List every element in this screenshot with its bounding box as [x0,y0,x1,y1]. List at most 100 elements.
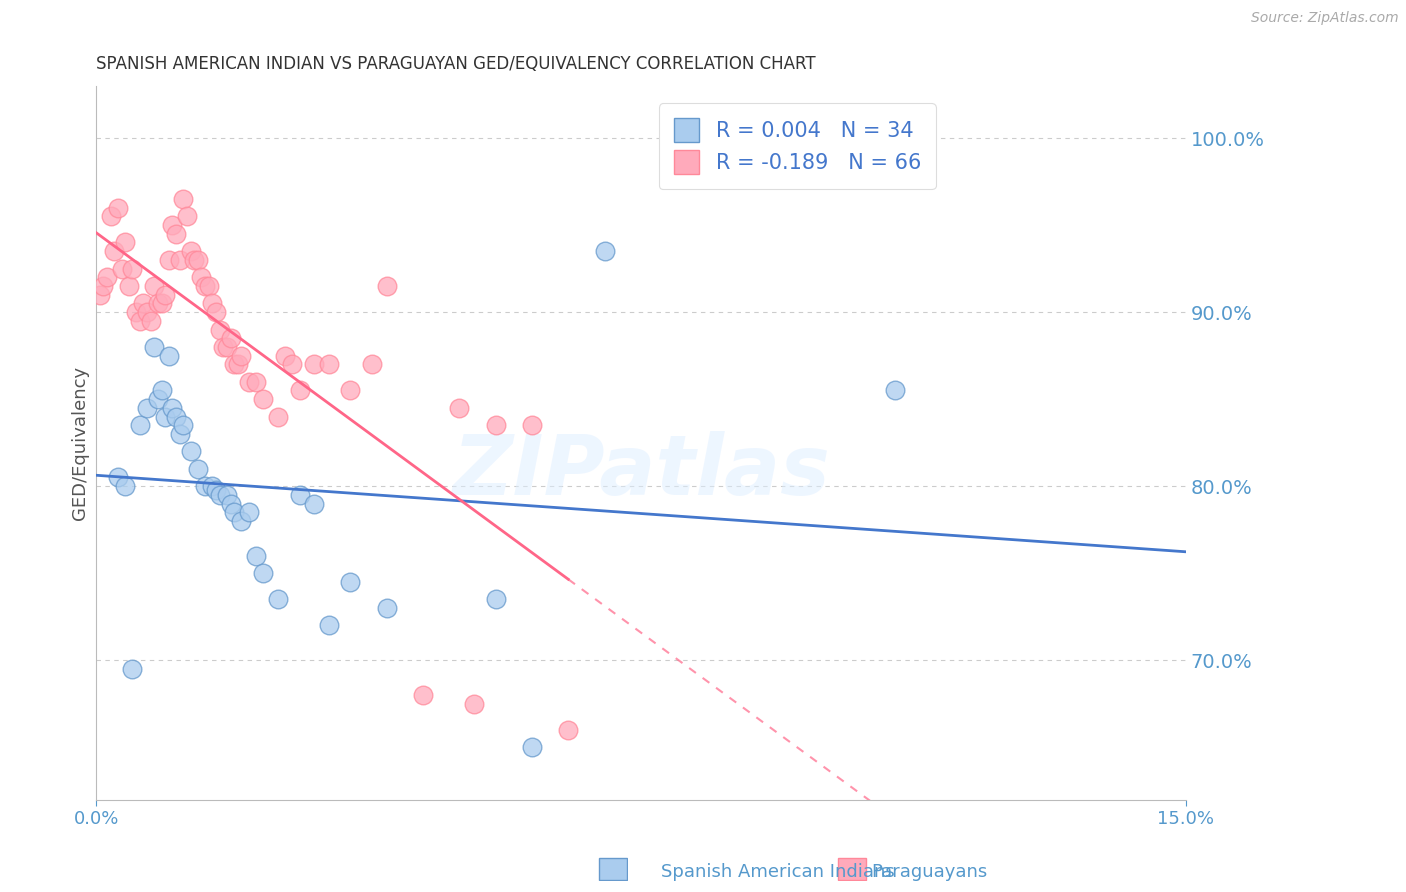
Point [231,514,253,528]
Text: Spanish American Indians: Spanish American Indians [661,863,894,881]
Point [318,357,340,371]
Point [485,592,508,607]
Point [153,287,176,301]
Point [172,192,194,206]
Point [136,401,159,415]
Point [169,252,191,267]
Point [157,349,180,363]
Point [224,357,246,371]
Point [176,210,198,224]
Point [128,314,150,328]
Point [100,210,122,224]
Point [194,279,217,293]
Point [201,296,224,310]
Point [238,505,260,519]
Point [593,244,616,259]
Point [463,697,485,711]
Point [110,261,132,276]
Point [107,201,129,215]
Point [162,218,184,232]
Point [215,340,238,354]
Point [252,392,274,406]
Point [520,740,543,755]
Legend: R = 0.004   N = 34, R = -0.189   N = 66: R = 0.004 N = 34, R = -0.189 N = 66 [659,103,935,189]
Point [183,252,205,267]
Point [157,252,180,267]
Point [224,505,246,519]
Point [146,296,169,310]
Point [302,497,325,511]
Point [884,384,907,398]
Point [339,574,361,589]
Point [318,618,340,632]
Point [412,688,434,702]
Point [212,340,235,354]
Point [96,270,118,285]
Text: Source: ZipAtlas.com: Source: ZipAtlas.com [1251,11,1399,25]
Point [93,279,115,293]
Point [288,488,311,502]
FancyBboxPatch shape [599,857,627,880]
FancyBboxPatch shape [838,857,866,880]
Point [103,244,125,259]
Point [89,287,111,301]
Point [281,357,304,371]
Point [180,244,202,259]
Point [150,296,173,310]
Point [252,566,274,581]
Point [375,279,398,293]
Point [205,305,228,319]
Point [121,662,143,676]
Point [339,384,361,398]
Point [449,401,471,415]
Point [208,488,231,502]
Point [302,357,325,371]
Point [187,252,209,267]
Point [215,488,238,502]
Point [114,479,136,493]
Point [226,357,249,371]
Point [139,314,162,328]
Point [485,418,508,433]
Point [125,305,148,319]
Point [219,497,242,511]
Point [162,401,184,415]
Point [153,409,176,424]
Point [208,322,231,336]
Text: Paraguayans: Paraguayans [872,863,988,881]
Point [245,549,267,563]
Point [190,270,212,285]
Point [143,340,166,354]
Point [121,261,143,276]
Point [187,462,209,476]
Point [146,392,169,406]
Point [375,601,398,615]
Point [201,479,224,493]
Point [231,349,253,363]
Point [118,279,141,293]
Point [114,235,136,250]
Point [361,357,384,371]
Text: ZIPatlas: ZIPatlas [451,431,830,512]
Point [245,375,267,389]
Point [143,279,166,293]
Point [150,384,173,398]
Point [107,470,129,484]
Point [194,479,217,493]
Point [132,296,155,310]
Point [169,427,191,442]
Point [172,418,194,433]
Point [197,279,219,293]
Point [205,483,228,497]
Point [180,444,202,458]
Point [165,409,187,424]
Point [267,592,290,607]
Point [274,349,297,363]
Point [219,331,242,345]
Point [238,375,260,389]
Point [136,305,159,319]
Point [267,409,290,424]
Y-axis label: GED/Equivalency: GED/Equivalency [72,366,89,520]
Point [520,418,543,433]
Point [557,723,579,737]
